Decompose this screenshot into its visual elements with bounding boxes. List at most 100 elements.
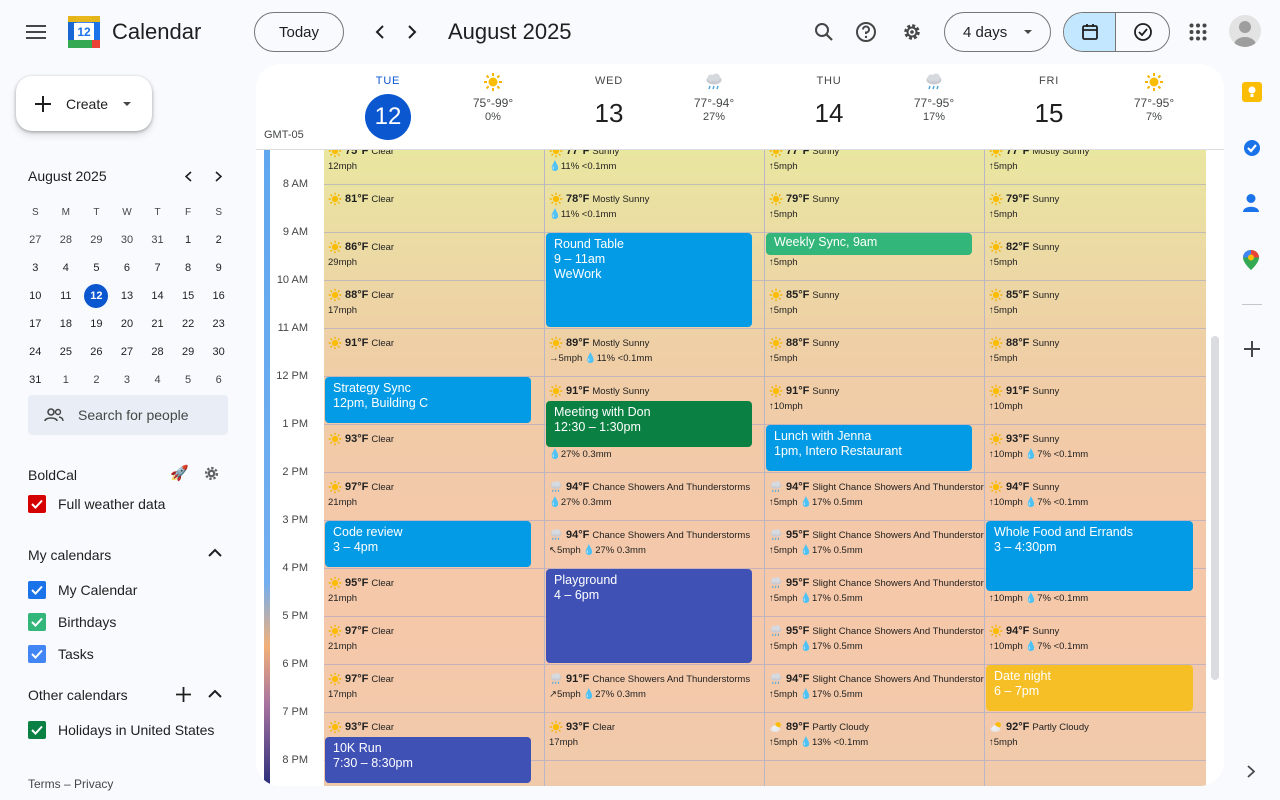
- mini-day[interactable]: 30: [212, 346, 225, 358]
- account-avatar[interactable]: [1229, 15, 1261, 47]
- calendar-event[interactable]: Round Table 9 – 11am WeWork: [546, 233, 752, 327]
- mini-day[interactable]: 2: [93, 374, 100, 386]
- mini-day[interactable]: 22: [181, 318, 195, 330]
- day-number[interactable]: 12: [365, 94, 411, 140]
- mini-day[interactable]: 31: [151, 234, 164, 246]
- calendar-view-button[interactable]: [1064, 13, 1117, 51]
- mini-day-today[interactable]: 12: [81, 284, 112, 308]
- mini-day[interactable]: 5: [185, 374, 192, 386]
- terms-link[interactable]: Terms: [28, 777, 61, 791]
- mini-day[interactable]: 27: [29, 234, 42, 246]
- expand-side-panel-button[interactable]: [1247, 765, 1255, 778]
- mini-day[interactable]: 24: [29, 346, 42, 358]
- mini-day[interactable]: 21: [151, 318, 164, 330]
- keep-button[interactable]: [1242, 82, 1262, 102]
- mini-day[interactable]: 8: [185, 262, 192, 274]
- mini-day[interactable]: 1: [62, 374, 69, 386]
- tasks-view-button[interactable]: [1116, 13, 1169, 51]
- mini-day[interactable]: 1: [185, 234, 192, 246]
- mini-day[interactable]: 27: [120, 346, 134, 358]
- calendar-event[interactable]: Meeting with Don 12:30 – 1:30pm: [546, 401, 752, 447]
- other-calendars-collapse-button[interactable]: [208, 689, 222, 699]
- mini-day[interactable]: 3: [32, 262, 39, 274]
- add-other-calendar-button[interactable]: [176, 687, 191, 702]
- day-weather-summary: 77°-95° 17%: [894, 72, 974, 123]
- grid-scrollbar[interactable]: [1211, 336, 1219, 680]
- mini-day[interactable]: 10: [29, 290, 42, 302]
- mini-day[interactable]: 9: [215, 262, 222, 274]
- calendar-toggle[interactable]: Birthdays: [28, 613, 116, 631]
- settings-button[interactable]: [892, 12, 932, 52]
- privacy-link[interactable]: Privacy: [74, 777, 114, 791]
- hour-gridline: [985, 232, 1206, 233]
- mini-day[interactable]: 4: [62, 262, 69, 274]
- rocket-icon[interactable]: 🚀: [170, 465, 189, 482]
- mini-day[interactable]: 5: [93, 262, 100, 274]
- mini-day[interactable]: 26: [90, 346, 103, 358]
- mini-day[interactable]: 28: [59, 234, 72, 246]
- mini-day[interactable]: 16: [212, 290, 225, 302]
- mini-next-button[interactable]: [200, 158, 236, 194]
- mini-day[interactable]: 25: [59, 346, 72, 358]
- calendar-logo[interactable]: 12: [68, 16, 100, 48]
- mini-day[interactable]: 30: [120, 234, 134, 246]
- calendar-toggle[interactable]: My Calendar: [28, 581, 137, 599]
- tasks-button[interactable]: [1242, 138, 1262, 158]
- calendar-event[interactable]: Weekly Sync, 9am: [766, 233, 972, 255]
- maps-button[interactable]: [1243, 250, 1259, 270]
- main-menu-button[interactable]: [16, 12, 56, 52]
- my-calendars-collapse-button[interactable]: [208, 548, 222, 558]
- calendar-event[interactable]: Lunch with Jenna 1pm, Intero Restaurant: [766, 425, 972, 471]
- mini-day[interactable]: 3: [123, 374, 131, 386]
- create-button[interactable]: Create: [16, 76, 152, 131]
- mini-day[interactable]: 28: [151, 346, 164, 358]
- get-addons-button[interactable]: [1244, 341, 1260, 357]
- mini-day[interactable]: 17: [29, 318, 42, 330]
- help-button[interactable]: [846, 12, 886, 52]
- boldcal-settings-button[interactable]: [203, 465, 220, 482]
- hourly-wind-precip: ↑5mph 💧13% <0.1mm: [769, 737, 869, 748]
- calendar-event[interactable]: Date night 6 – 7pm: [986, 665, 1193, 711]
- mini-day[interactable]: 29: [90, 234, 103, 246]
- hourly-weather: 91°F Chance Showers And Thunderstorms ↗5mp…: [545, 664, 765, 712]
- mini-day[interactable]: 7: [154, 262, 161, 274]
- mini-day[interactable]: 11: [60, 290, 72, 302]
- calendar-event[interactable]: Code review 3 – 4pm: [325, 521, 531, 567]
- today-button[interactable]: Today: [254, 12, 344, 52]
- day-column[interactable]: 77°F Sunny ↑5mph 79°F Sunny ↑5mph ↑5mph 85°F Sun…: [765, 150, 985, 786]
- mini-day[interactable]: 6: [123, 262, 131, 274]
- search-people[interactable]: Search for people: [28, 395, 228, 435]
- mini-day[interactable]: 14: [151, 290, 164, 302]
- calendar-event[interactable]: 10K Run 7:30 – 8:30pm: [325, 737, 531, 783]
- calendar-event[interactable]: Strategy Sync 12pm, Building C: [325, 377, 531, 423]
- mini-day[interactable]: 15: [181, 290, 195, 302]
- mini-day[interactable]: 4: [154, 374, 161, 386]
- calendar-event[interactable]: Playground 4 – 6pm: [546, 569, 752, 663]
- next-period-button[interactable]: [392, 12, 432, 52]
- apps-button[interactable]: [1178, 12, 1218, 52]
- calendar-event[interactable]: Whole Food and Errands 3 – 4:30pm: [986, 521, 1193, 591]
- mini-day[interactable]: 13: [120, 290, 134, 302]
- search-button[interactable]: [804, 12, 844, 52]
- mini-prev-button[interactable]: [170, 158, 206, 194]
- contacts-button[interactable]: [1242, 193, 1260, 213]
- day-number[interactable]: 13: [594, 98, 624, 128]
- mini-day[interactable]: 23: [212, 318, 225, 330]
- day-column[interactable]: 75°F Clear 12mph 81°F Clear 86°F Clear 29mph 88°…: [324, 150, 544, 786]
- mini-day[interactable]: 19: [90, 318, 103, 330]
- mini-day[interactable]: 29: [181, 346, 195, 358]
- mini-day[interactable]: 31: [29, 374, 42, 386]
- mini-day[interactable]: 20: [120, 318, 134, 330]
- previous-period-button[interactable]: [360, 12, 400, 52]
- mini-day[interactable]: 18: [59, 318, 72, 330]
- mini-day[interactable]: 2: [215, 234, 222, 246]
- full-weather-toggle[interactable]: Full weather data: [28, 495, 165, 513]
- day-number[interactable]: 15: [1034, 98, 1064, 128]
- view-selector[interactable]: 4 days: [944, 12, 1051, 52]
- day-number[interactable]: 14: [814, 98, 844, 128]
- mini-day[interactable]: 6: [215, 374, 222, 386]
- calendar-toggle[interactable]: Tasks: [28, 645, 94, 663]
- calendar-toggle[interactable]: Holidays in United States: [28, 721, 214, 739]
- hour-gridline: [324, 472, 544, 473]
